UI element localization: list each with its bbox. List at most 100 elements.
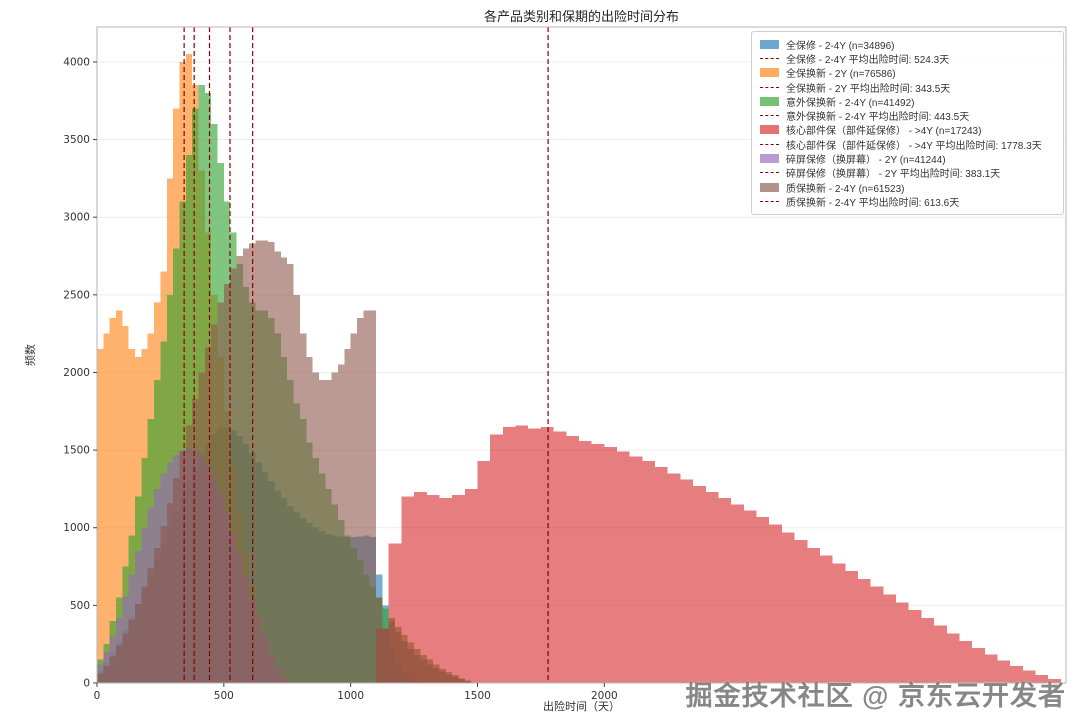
hist-bar-series-5 [306, 356, 313, 683]
hist-bar-series-5 [198, 372, 205, 683]
hist-bar-series-3 [591, 443, 605, 683]
hist-bar-series-5 [166, 502, 174, 683]
hist-bar-series-5 [116, 645, 123, 683]
hist-bar-series-3 [414, 492, 427, 683]
hist-bar-series-3 [401, 496, 415, 683]
hist-bar-series-5 [376, 597, 383, 683]
watermark: 掘金技术社区 @ 京东云开发者 [685, 681, 1066, 711]
hist-bar-series-1 [109, 318, 117, 683]
y-tick-label: 1500 [63, 445, 90, 457]
hist-bar-series-3 [553, 431, 567, 683]
hist-bar-series-5 [173, 478, 180, 683]
hist-bar-series-5 [350, 333, 358, 683]
hist-bar-series-1 [97, 349, 104, 683]
x-tick-label: 500 [214, 690, 234, 702]
hist-bar-series-5 [337, 364, 345, 683]
legend-label: 全保修 - 2-4Y (n=34896) [786, 40, 895, 52]
hist-bar-series-3 [934, 625, 947, 683]
legend-item: 碎屏保修（换屏幕） - 2Y 平均出险时间: 383.1天 [760, 166, 1055, 180]
hist-bar-series-5 [236, 256, 243, 683]
legend-item: 碎屏保修（换屏幕） - 2Y (n=41244) [760, 151, 1055, 166]
hist-bar-series-3 [578, 440, 592, 683]
legend-item: 核心部件保（部件延保修） - >4Y (n=17243) [760, 123, 1055, 137]
hist-bar-series-3 [731, 504, 744, 683]
legend-item: 质保换新 - 2-4Y 平均出险时间: 613.6天 [760, 194, 1055, 209]
hist-bar-series-3 [515, 425, 529, 683]
hist-bar-series-5 [388, 648, 396, 683]
hist-bar-series-5 [312, 372, 319, 683]
hist-bar-series-5 [211, 324, 218, 683]
hist-bar-series-2 [179, 201, 186, 683]
legend-label: 质保换新 - 2-4Y (n=61523) [786, 183, 905, 195]
hist-bar-series-3 [540, 426, 554, 683]
hist-bar-series-1 [103, 333, 110, 683]
hist-bar-series-3 [959, 641, 973, 683]
legend-dashed-line-icon [760, 143, 779, 145]
hist-bar-series-3 [769, 524, 782, 683]
hist-bar-series-3 [705, 492, 719, 683]
hist-bar-series-5 [274, 251, 281, 684]
legend-item: 全保换新 - 2Y 平均出险时间: 343.5天 [760, 80, 1055, 94]
hist-bar-series-3 [477, 460, 491, 683]
hist-bar-series-3 [781, 532, 795, 683]
legend-label: 核心部件保（部件延保修） - >4Y 平均出险时间: 1778.3天 [786, 140, 1042, 152]
legend: 全保修 - 2-4Y (n=34896) 全保修 - 2-4Y 平均出险时间: 5… [751, 31, 1064, 215]
legend-label: 意外保换新 - 2-4Y 平均出险时间: 443.5天 [786, 112, 970, 123]
y-tick-label: 3000 [63, 212, 90, 224]
hist-bar-series-3 [617, 451, 630, 683]
legend-label: 核心部件保（部件延保修） - >4Y (n=17243) [786, 126, 982, 138]
hist-bar-series-5 [217, 302, 224, 683]
hist-bar-series-5 [154, 547, 161, 683]
hist-bar-series-3 [908, 610, 922, 683]
legend-label: 碎屏保修（换屏幕） - 2Y 平均出险时间: 383.1天 [786, 169, 1001, 180]
hist-bar-series-5 [128, 619, 136, 683]
hist-bar-series-2 [192, 108, 199, 684]
hist-bar-series-3 [426, 495, 440, 683]
hist-bar-series-3 [718, 498, 732, 683]
hist-bar-series-3 [566, 436, 579, 683]
hist-bar-series-5 [261, 240, 269, 683]
legend-dashed-line-icon [760, 86, 779, 88]
hist-bar-series-3 [502, 426, 516, 683]
hist-bar-series-5 [141, 586, 148, 683]
hist-bar-series-5 [280, 257, 288, 683]
legend-label: 全保换新 - 2Y 平均出险时间: 343.5天 [786, 83, 951, 95]
hist-bar-series-3 [1048, 679, 1061, 683]
hist-bar-series-3 [1010, 665, 1023, 683]
hist-bar-series-5 [382, 628, 389, 683]
hist-bar-series-3 [655, 467, 668, 683]
y-tick-label: 3500 [63, 134, 90, 146]
x-axis-label: 出险时间（天） [543, 701, 620, 713]
hist-bar-series-3 [439, 498, 453, 683]
legend-patch-icon [760, 96, 779, 106]
hist-bar-series-3 [693, 485, 706, 683]
hist-bar-series-3 [883, 594, 897, 683]
hist-bar-series-5 [407, 678, 415, 683]
hist-bar-series-3 [794, 540, 808, 683]
hist-bar-series-5 [230, 268, 237, 683]
plot-border [96, 26, 1067, 684]
hist-bar-series-5 [192, 398, 199, 683]
hist-bar-series-3 [984, 654, 998, 683]
legend-item: 核心部件保（部件延保修） - >4Y 平均出险时间: 1778.3天 [760, 137, 1055, 151]
hist-bar-series-3 [629, 456, 643, 683]
hist-bar-series-5 [299, 333, 307, 683]
y-tick-label: 2500 [63, 289, 90, 301]
hist-bar-series-5 [325, 380, 332, 683]
legend-dashed-line-icon [760, 115, 779, 117]
hist-bar-series-3 [857, 578, 871, 683]
hist-bar-series-3 [1022, 670, 1036, 683]
y-tick-label: 1000 [63, 522, 90, 534]
hist-bar-series-3 [490, 434, 503, 683]
hist-bar-series-5 [103, 665, 110, 683]
x-tick-label: 2000 [591, 690, 618, 702]
hist-bar-series-3 [921, 617, 935, 683]
legend-item: 意外保换新 - 2-4Y (n=41492) [760, 94, 1055, 108]
hist-bar-series-3 [743, 510, 757, 683]
hist-bar-series-5 [287, 263, 294, 683]
hist-bar-series-1 [116, 310, 123, 683]
x-tick-label: 1000 [337, 690, 364, 702]
hist-bar-series-3 [807, 547, 820, 683]
hist-bar-series-3 [642, 460, 656, 683]
